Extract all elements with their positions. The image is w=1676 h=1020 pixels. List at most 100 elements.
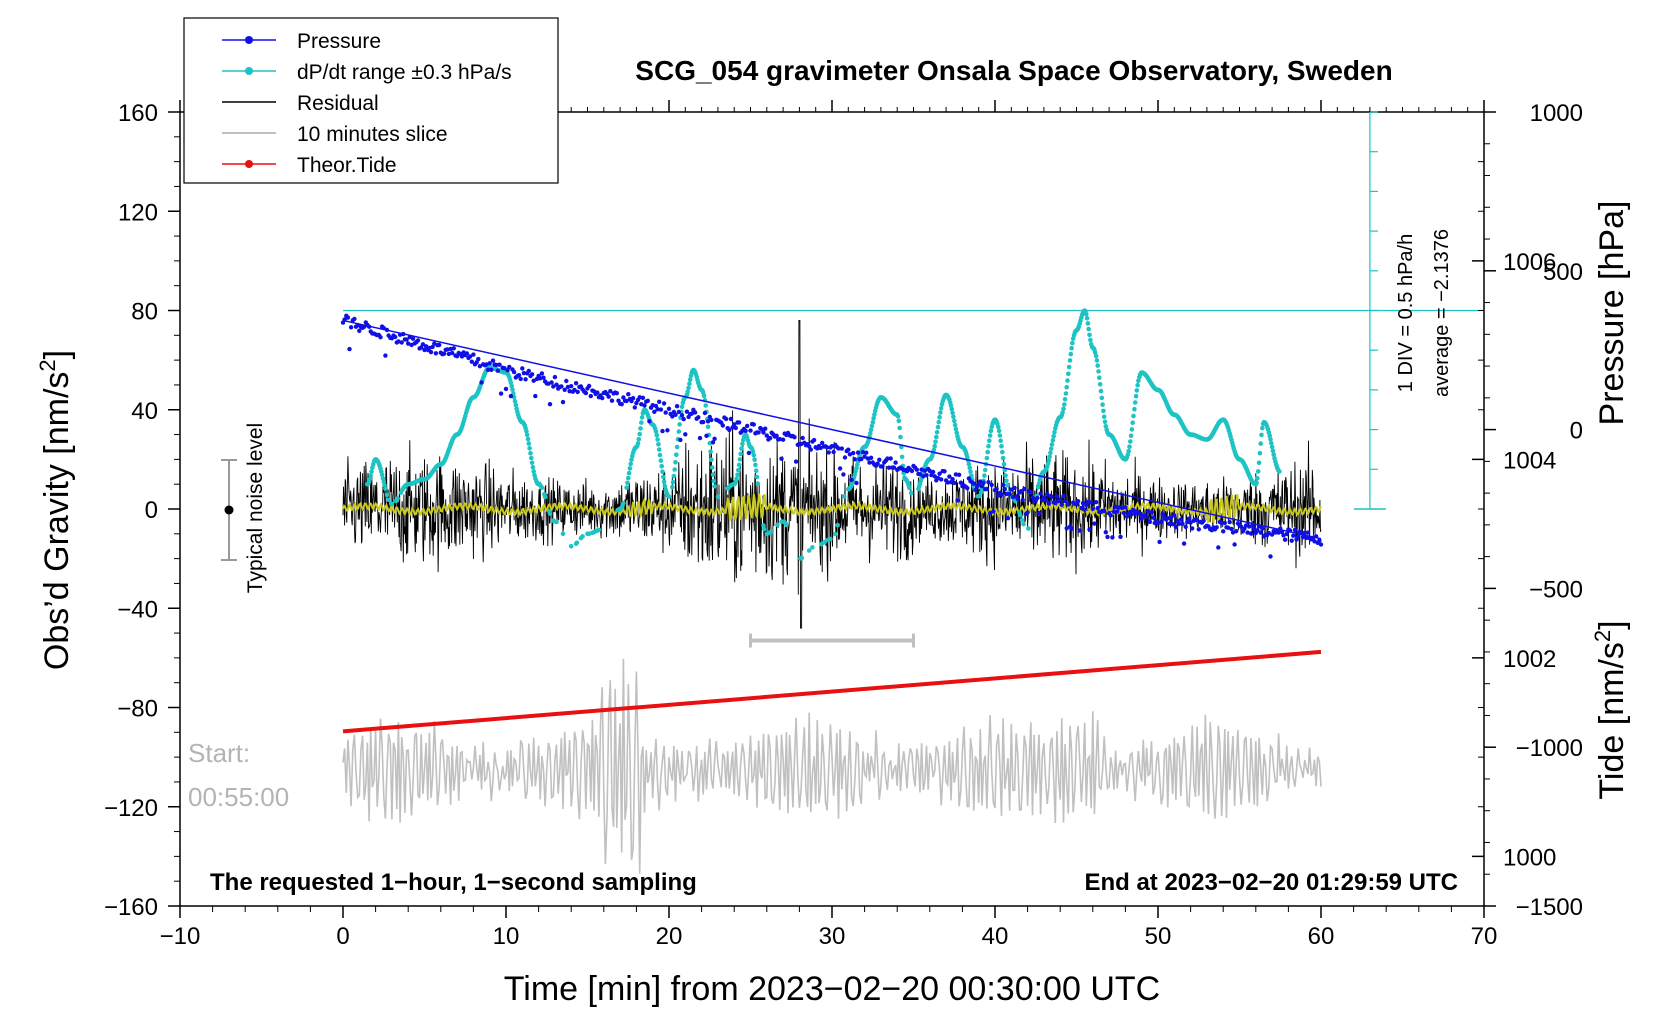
dpdt-point (810, 545, 815, 550)
dpdt-point (513, 402, 519, 408)
dpdt-point (661, 474, 666, 480)
pressure-point (495, 368, 500, 373)
dpdt-point (1127, 444, 1132, 450)
dpdt-point (1063, 391, 1069, 396)
dpdt-point (574, 540, 580, 546)
pressure-point (924, 473, 929, 478)
dpdt-point (547, 511, 553, 516)
pressure-point (1245, 530, 1250, 535)
x-tick-label: 70 (1471, 923, 1498, 950)
pressure-point (732, 422, 737, 427)
dpdt-point (596, 527, 602, 533)
pressure-point (697, 435, 703, 441)
pressure-point (665, 428, 670, 433)
pressure-point (950, 477, 955, 482)
pressure-point (1150, 515, 1156, 520)
dpdt-point (988, 428, 994, 434)
pressure-point (1108, 513, 1113, 518)
dpdt-point (1254, 480, 1259, 486)
dpdt-point (529, 460, 535, 466)
dpdt-point (560, 531, 566, 537)
y-left-axis-title: Obs’d Gravity [nm/s2] (35, 350, 76, 670)
y-left-tick-label: −80 (117, 696, 158, 723)
dpdt-point (635, 441, 641, 446)
y-left-title-main: Obs’d Gravity [nm/s (38, 372, 76, 671)
y-pressure-tick-labels: 1006 1004 1002 1000 (1503, 249, 1556, 872)
dpdt-point (526, 441, 532, 446)
pressure-point (399, 340, 404, 345)
pressure-point (661, 401, 667, 406)
dpdt-point (987, 438, 992, 444)
dpdt-point (932, 443, 937, 449)
pressure-point (381, 325, 386, 331)
pressure-point (1196, 527, 1202, 532)
pressure-point (406, 341, 411, 346)
dpdt-point (687, 377, 693, 382)
dpdt-point (996, 424, 1001, 430)
pressure-point (1258, 530, 1263, 535)
dpdt-point (1097, 375, 1102, 381)
dpdt-point (1048, 450, 1053, 456)
dpdt-point (1133, 393, 1139, 399)
pressure-point (626, 392, 631, 397)
legend-marker-tide (245, 160, 253, 168)
dpdt-point (637, 431, 642, 437)
dpdt-point (1255, 476, 1260, 481)
y-tide-title-sup: 2 (1590, 630, 1615, 642)
dpdt-point (624, 485, 629, 490)
pressure-point (345, 315, 351, 320)
pressure-point (366, 324, 372, 329)
dpdt-point (835, 522, 840, 528)
pressure-point (852, 457, 857, 462)
dpdt-point (1052, 429, 1057, 435)
pressure-point (1186, 516, 1192, 521)
y-tide-tick-label: 0 (1570, 418, 1583, 445)
pressure-point (1038, 491, 1043, 496)
pressure-point (976, 482, 981, 488)
pressure-point (1000, 482, 1006, 488)
pressure-point (1167, 521, 1172, 526)
y-tide-tick-label: 1000 (1530, 100, 1583, 127)
dpdt-point (1004, 478, 1009, 484)
pressure-point (1103, 530, 1109, 535)
pressure-point (1234, 529, 1239, 534)
dpdt-point (1129, 427, 1135, 432)
pressure-point (630, 396, 636, 401)
x-tick-label: 60 (1308, 923, 1335, 950)
y-left-tick-label: −40 (117, 596, 158, 623)
pressure-point (1095, 505, 1100, 511)
dpdt-point (1269, 440, 1274, 446)
x-tick-label: 50 (1145, 923, 1172, 950)
y-left-tick-label: 80 (131, 299, 158, 326)
legend-label-pressure: Pressure (297, 30, 381, 53)
pressure-point (965, 486, 970, 491)
dpdt-point (1096, 369, 1101, 374)
pressure-point (415, 338, 421, 343)
dpdt-point (687, 381, 692, 387)
pressure-point (1188, 520, 1193, 525)
pressure-point (1123, 505, 1128, 510)
x-tick-label: 40 (982, 923, 1009, 950)
pressure-point (430, 344, 435, 350)
pressure-point (837, 466, 843, 471)
pressure-point (893, 460, 898, 465)
dpdt-point (953, 426, 959, 432)
pressure-point (1093, 500, 1099, 505)
dpdt-point (528, 450, 533, 456)
pressure-point (849, 477, 854, 482)
pressure-point (1278, 526, 1283, 531)
dpdt-point (908, 490, 914, 496)
dpdt-point (997, 433, 1003, 438)
dpdt-point (966, 461, 972, 467)
filtered-line (342, 493, 1322, 524)
pressure-point (1004, 491, 1009, 497)
pressure-point (811, 437, 817, 443)
pressure-point (1077, 528, 1083, 533)
pressure-point (829, 444, 835, 449)
pressure-point (1289, 538, 1294, 543)
pressure-point (1066, 502, 1071, 507)
dpdt-point (1018, 512, 1023, 518)
dpdt-point (621, 500, 626, 506)
dpdt-point (734, 476, 739, 482)
dpdt-point (750, 449, 756, 455)
